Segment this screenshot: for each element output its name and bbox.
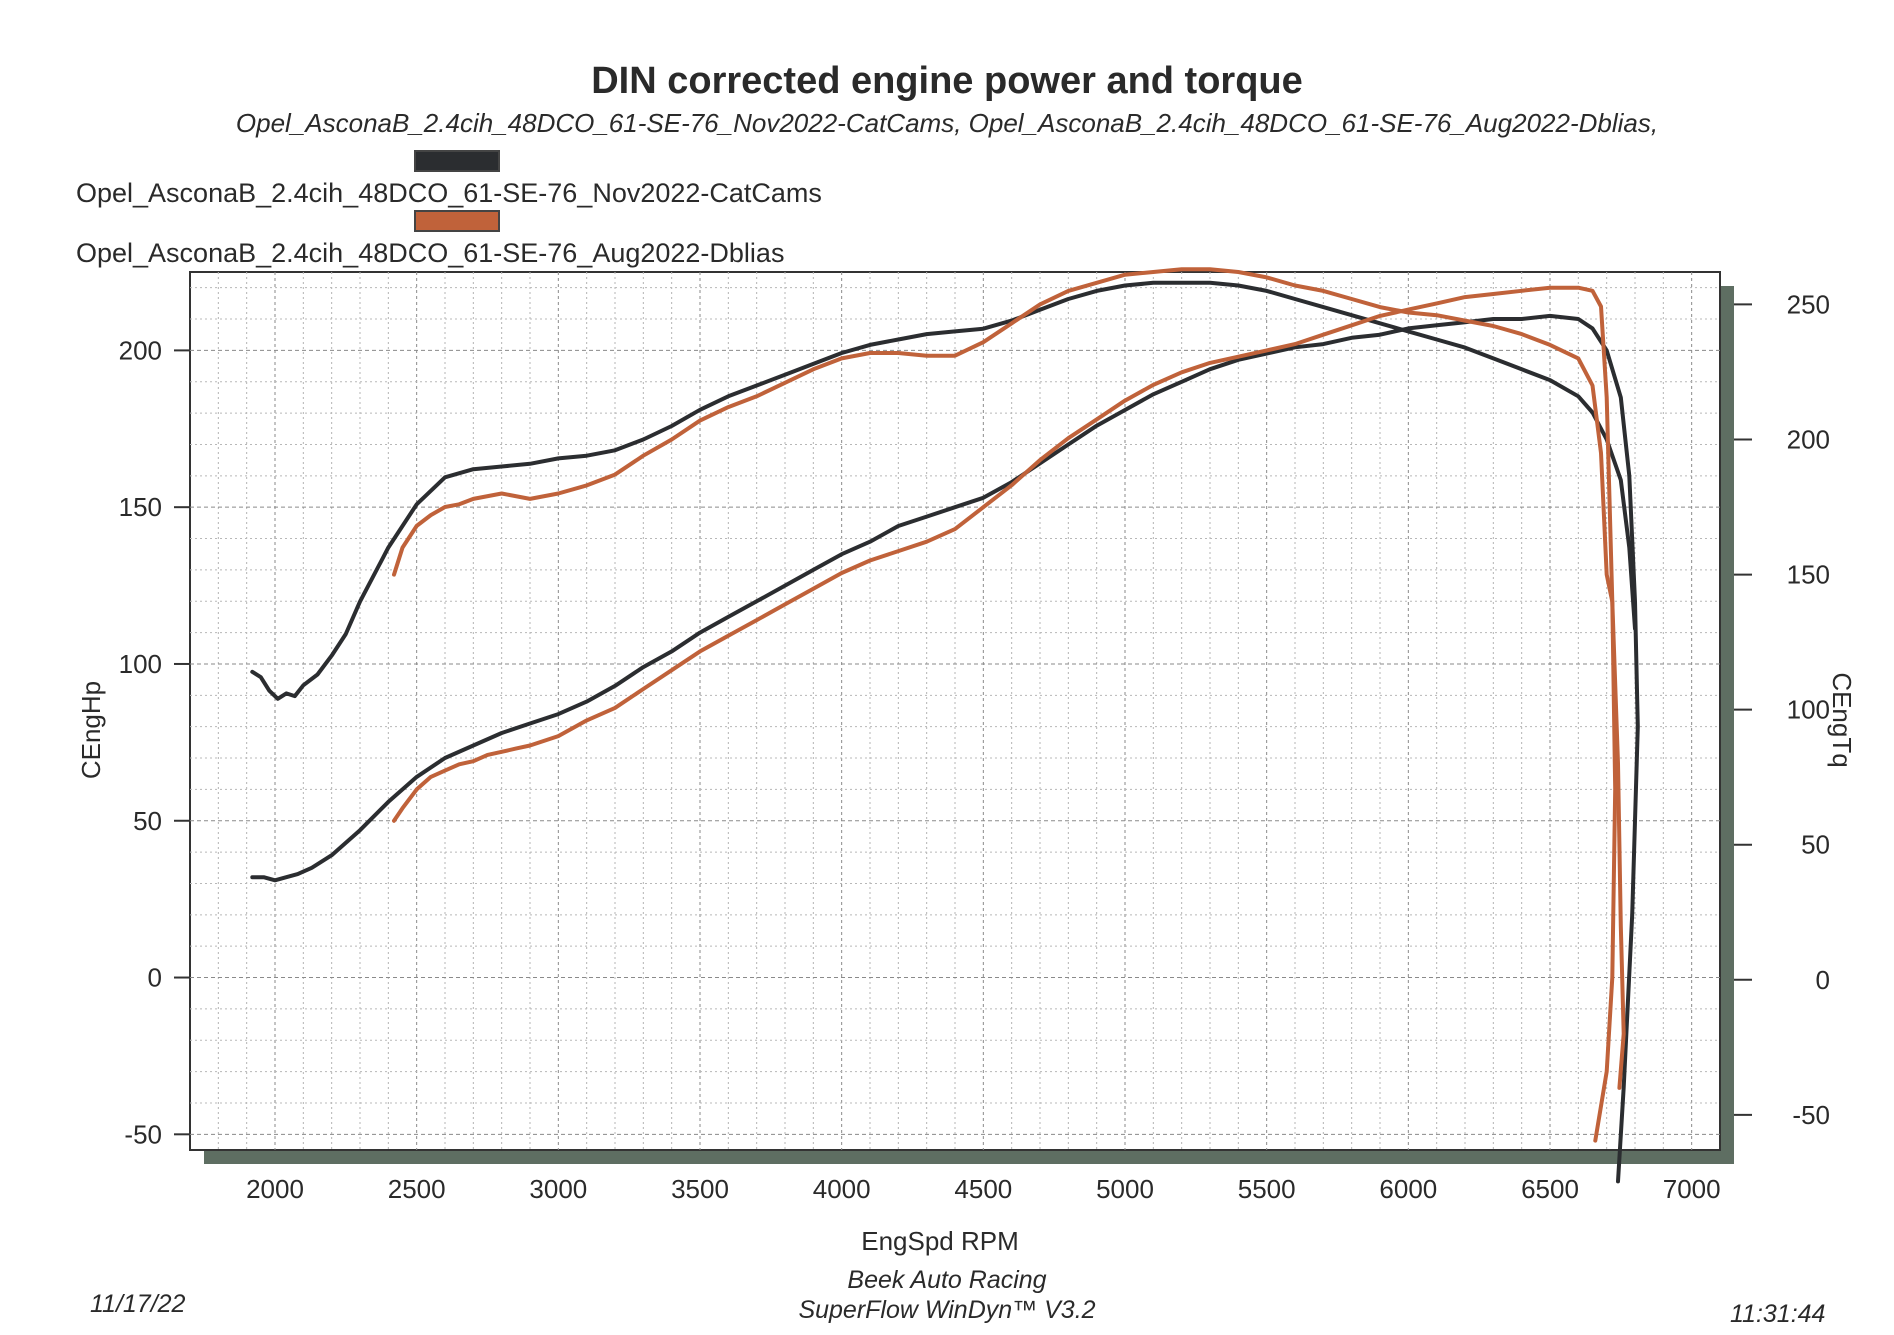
legend-label-nov2022: Opel_AsconaB_2.4cih_48DCO_61-SE-76_Nov20… [76, 178, 822, 208]
x-tick-label: 5500 [1238, 1174, 1296, 1204]
y-axis-label-left: CEngHp [76, 681, 106, 779]
legend-swatch-nov2022 [414, 150, 500, 172]
y-tick-label-right: 150 [1787, 560, 1830, 590]
series-line-cenghp-nov2022 [250, 313, 1640, 1184]
x-tick-label: 2500 [388, 1174, 446, 1204]
x-tick-label: 4000 [813, 1174, 871, 1204]
y-tick-label-right: 50 [1801, 830, 1830, 860]
x-tick-label: 3000 [529, 1174, 587, 1204]
y-tick-label-right: 200 [1787, 424, 1830, 454]
x-tick-label: 6500 [1521, 1174, 1579, 1204]
y-tick-label-left: -50 [124, 1119, 162, 1149]
y-tick-label-left: 200 [119, 335, 162, 365]
y-tick-label-right: 250 [1787, 289, 1830, 319]
y-tick-label-left: 150 [119, 492, 162, 522]
x-axis-label: EngSpd RPM [861, 1226, 1019, 1256]
footer-company: Beek Auto Racing [847, 1266, 1047, 1294]
footer-software: SuperFlow WinDyn™ V3.2 [798, 1296, 1096, 1324]
x-tick-label: 4500 [954, 1174, 1012, 1204]
chart-subtitle: Opel_AsconaB_2.4cih_48DCO_61-SE-76_Nov20… [235, 108, 1659, 138]
y-tick-label-right: 100 [1787, 695, 1830, 725]
series-layer [250, 267, 1640, 1184]
y-tick-label-left: 0 [148, 963, 162, 993]
x-tick-label: 2000 [246, 1174, 304, 1204]
axes-layer: 2000 2500 3000 3500 4000 4500 5000 5500 6000 6500… [119, 289, 1830, 1204]
y-tick-label-right: 0 [1816, 965, 1830, 995]
series-line-cengtq-nov2022 [250, 280, 1637, 701]
x-tick-label: 6000 [1379, 1174, 1437, 1204]
footer-date: 11/17/22 [90, 1290, 186, 1318]
chart-title: DIN corrected engine power and torque [591, 60, 1303, 102]
series-line-cenghp-aug2022 [392, 285, 1618, 1143]
x-tick-label: 3500 [671, 1174, 729, 1204]
y-tick-label-left: 100 [119, 649, 162, 679]
grid-layer [189, 271, 1734, 1164]
y-tick-label-right: -50 [1792, 1100, 1830, 1130]
x-tick-label: 5000 [1096, 1174, 1154, 1204]
x-tick-label: 7000 [1663, 1174, 1721, 1204]
footer-time: 11:31:44 [1730, 1300, 1826, 1328]
y-axis-label-right: CEngTq [1827, 672, 1857, 767]
series-line-cengtq-aug2022 [392, 267, 1626, 1090]
y-tick-label-left: 50 [133, 806, 162, 836]
legend-label-aug2022: Opel_AsconaB_2.4cih_48DCO_61-SE-76_Aug20… [76, 238, 785, 268]
legend-swatch-aug2022 [414, 210, 500, 232]
